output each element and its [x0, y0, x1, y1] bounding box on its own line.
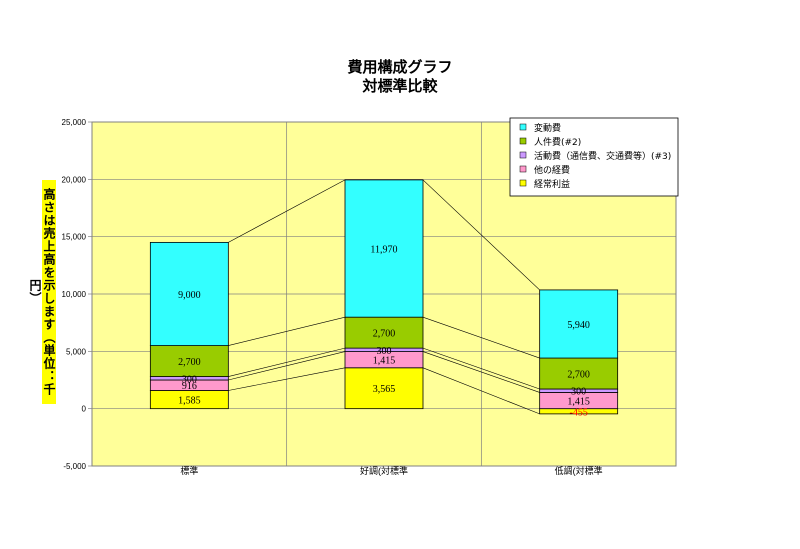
y-tick-label: 5,000	[66, 347, 87, 356]
legend-box	[509, 117, 679, 197]
bar-segment	[539, 357, 619, 390]
y-tick-label: 10,000	[62, 290, 87, 299]
series-connector-line	[422, 367, 540, 415]
legend-swatch	[519, 179, 527, 187]
bar-segment	[344, 367, 424, 410]
data-label: 1,585	[178, 396, 201, 407]
data-label: 300	[182, 374, 197, 385]
data-label: 1,415	[373, 356, 396, 367]
legend-swatch	[519, 137, 527, 145]
series-connector-line	[228, 367, 346, 391]
data-label: 300	[377, 346, 392, 357]
data-label: 2,700	[373, 329, 396, 340]
legend-swatch	[519, 151, 527, 159]
chart-subtitle: 対標準比較	[362, 77, 438, 95]
legend-swatch	[519, 165, 527, 173]
series-connector-line	[228, 316, 346, 346]
series-connector-line	[228, 179, 346, 243]
y-tick-label: 15,000	[62, 233, 87, 242]
x-tick-label: 好調(対標準	[360, 465, 408, 476]
y-tick-label: 20,000	[62, 175, 87, 184]
legend-swatch	[519, 123, 527, 131]
series-connector-line	[422, 316, 540, 359]
y-tick-label: 0	[82, 405, 87, 414]
x-tick-label: 標準	[180, 465, 198, 476]
bar-segment	[344, 316, 424, 349]
chart-title: 費用構成グラフ	[347, 58, 453, 76]
series-connector-line	[422, 179, 540, 291]
y-axis-label: 高さは売上高を示します（単位：千円）	[28, 180, 56, 404]
legend-label: 経常利益	[534, 178, 570, 190]
data-label: -455	[569, 407, 587, 418]
bar-segment	[149, 345, 229, 377]
series-connector-line	[228, 347, 346, 377]
legend-label: 他の経費	[534, 164, 570, 176]
data-label: 11,970	[370, 245, 397, 256]
data-label: 3,565	[373, 384, 396, 395]
data-label: 1,415	[567, 397, 590, 408]
data-label: 9,000	[178, 290, 201, 301]
y-tick-label: 25,000	[62, 118, 87, 127]
legend-label: 活動費（通信費、交通費等）(#3)	[534, 150, 671, 162]
series-connector-line	[228, 351, 346, 381]
bar-segment	[149, 241, 229, 346]
x-tick-label: 低調(対標準	[555, 465, 603, 476]
legend-label: 人件費(#2)	[534, 136, 581, 148]
series-connector-line	[422, 347, 540, 390]
data-label: 916	[182, 381, 197, 392]
data-label: 2,700	[567, 370, 590, 381]
data-label: 2,700	[178, 357, 201, 368]
data-label: 5,940	[567, 320, 590, 331]
bar-segment	[539, 289, 619, 359]
y-tick-label: -5,000	[63, 462, 86, 471]
legend-label: 変動費	[534, 122, 561, 134]
data-label: 300	[571, 387, 586, 398]
series-connector-line	[422, 351, 540, 393]
bar-segment	[344, 179, 424, 318]
